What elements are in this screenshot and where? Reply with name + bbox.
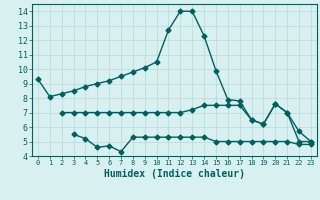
X-axis label: Humidex (Indice chaleur): Humidex (Indice chaleur)	[104, 169, 245, 179]
